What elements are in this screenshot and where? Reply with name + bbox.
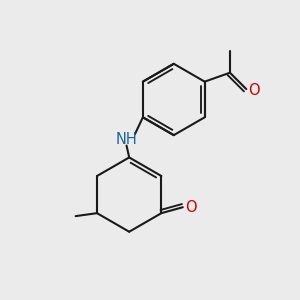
Text: NH: NH [116,132,137,147]
Text: O: O [248,83,260,98]
Text: O: O [185,200,197,215]
